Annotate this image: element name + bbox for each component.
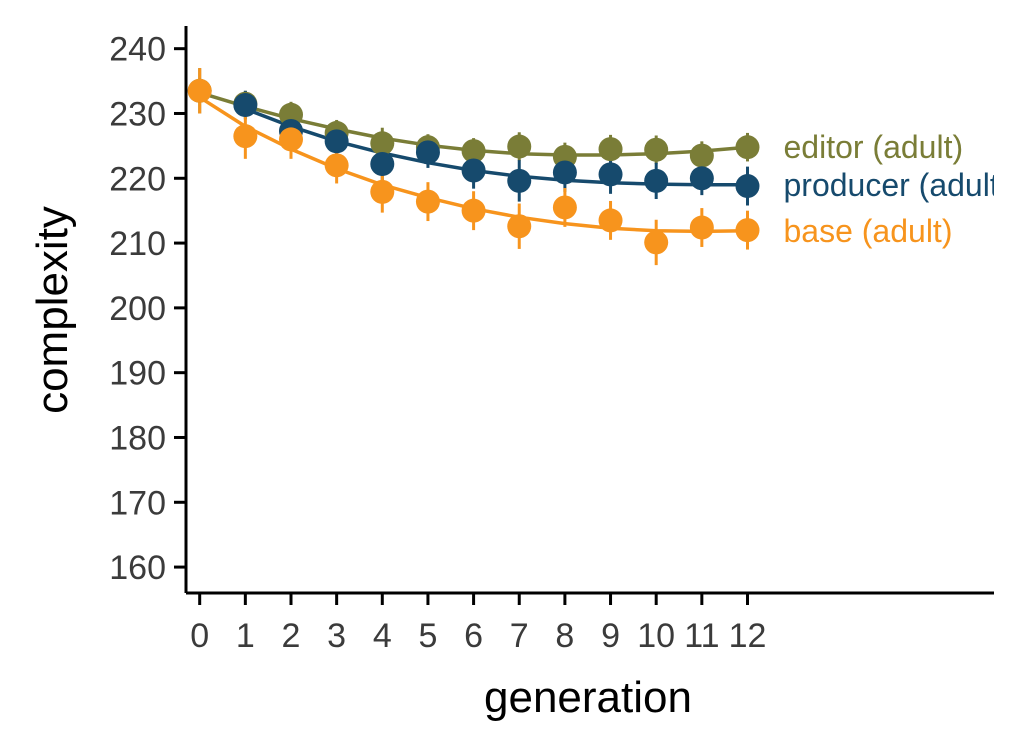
y-tick-label: 160 [109, 549, 166, 587]
x-tick-label: 1 [236, 617, 255, 655]
x-tick-label: 0 [190, 617, 209, 655]
producer-legend-label: producer (adult) [783, 167, 1009, 203]
producer-point [644, 168, 669, 193]
x-tick-label: 4 [373, 617, 392, 655]
editor-point [689, 143, 714, 168]
producer-point [598, 162, 623, 187]
x-ticks: 0 1 2 3 4 5 6 7 8 9 10 11 12 [190, 593, 766, 655]
y-axis-title: complexity [28, 206, 77, 414]
x-tick-label: 3 [327, 617, 346, 655]
producer-point [735, 174, 760, 199]
producer-point [324, 129, 349, 154]
base-point [233, 124, 258, 149]
legend: editor (adult)producer (adult) base (adul… [783, 129, 1009, 249]
editor-point [370, 131, 395, 156]
x-tick-label: 9 [601, 617, 620, 655]
producer-point [461, 158, 486, 183]
base-legend-label: base (adult) [783, 213, 952, 249]
editor-point [507, 134, 532, 159]
producer-point [233, 93, 258, 118]
producer-point [415, 140, 440, 165]
base-point [370, 179, 395, 204]
base-point [598, 208, 623, 233]
y-ticks: 160 170 180 190 200 210 220 230 240 [109, 31, 186, 587]
x-tick-label: 10 [637, 617, 675, 655]
x-tick-label: 7 [510, 617, 529, 655]
data-points [187, 78, 760, 255]
x-tick-label: 2 [282, 617, 301, 655]
y-tick-label: 240 [109, 31, 166, 69]
producer-point [689, 166, 714, 191]
editor-point [735, 135, 760, 160]
base-point [507, 214, 532, 239]
base-point [735, 218, 760, 243]
x-tick-label: 12 [729, 617, 767, 655]
y-tick-label: 210 [109, 225, 166, 263]
base-point [689, 215, 714, 240]
base-point [644, 230, 669, 255]
editor-legend-label: editor (adult) [783, 129, 963, 165]
y-tick-label: 190 [109, 355, 166, 393]
producer-point [552, 160, 577, 185]
axes [184, 26, 994, 595]
base-point [278, 127, 303, 152]
base-point [461, 198, 486, 223]
y-tick-label: 230 [109, 95, 166, 133]
x-tick-label: 5 [418, 617, 437, 655]
x-tick-label: 6 [464, 617, 483, 655]
y-tick-label: 180 [109, 419, 166, 457]
base-point [324, 153, 349, 178]
editor-point [461, 139, 486, 164]
producer-point [507, 168, 532, 193]
y-tick-label: 200 [109, 290, 166, 328]
producer-point [370, 152, 395, 177]
base-point [415, 189, 440, 214]
x-axis-title: generation [484, 673, 692, 722]
y-tick-label: 170 [109, 484, 166, 522]
base-point [552, 195, 577, 220]
producer-fit-line [244, 107, 748, 187]
y-tick-label: 220 [109, 160, 166, 198]
editor-point [644, 137, 669, 162]
x-tick-label: 11 [684, 617, 719, 655]
base-point [187, 78, 212, 103]
editor-point [598, 137, 623, 162]
x-tick-label: 8 [555, 617, 574, 655]
